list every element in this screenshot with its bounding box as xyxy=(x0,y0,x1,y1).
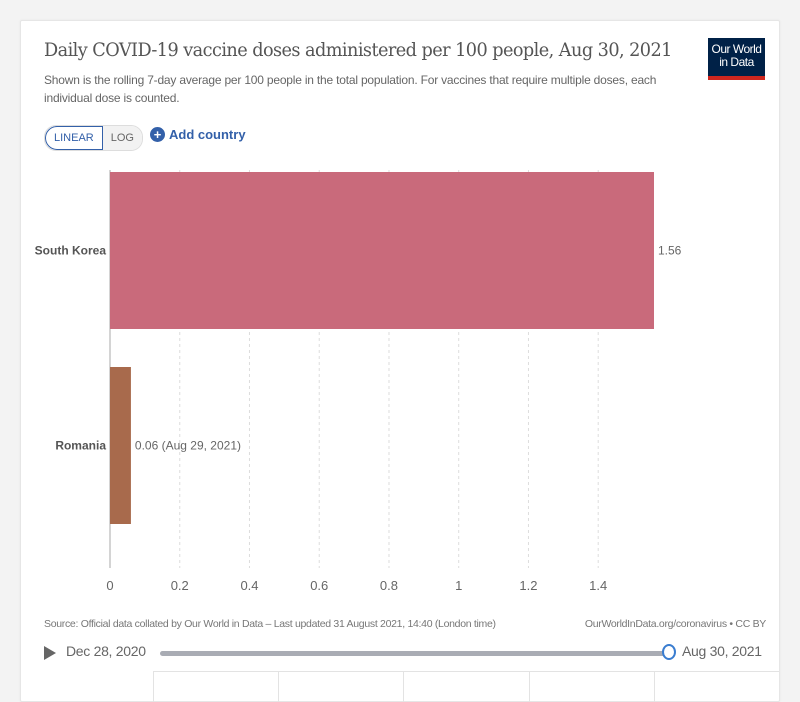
log-scale-button[interactable]: LOG xyxy=(102,126,142,150)
x-tick-label: 1.4 xyxy=(589,578,607,593)
x-tick-label: 0.2 xyxy=(171,578,189,593)
timeline-handle[interactable] xyxy=(662,644,676,660)
chart-card: Daily COVID-19 vaccine doses administere… xyxy=(20,20,780,702)
value-label: 0.06 (Aug 29, 2021) xyxy=(135,439,241,453)
scale-toggle: LINEAR LOG xyxy=(44,125,143,151)
plus-circle-icon: + xyxy=(150,127,165,142)
x-tick-label: 0.6 xyxy=(310,578,328,593)
owid-logo[interactable]: Our World in Data xyxy=(708,38,765,80)
source-note: Source: Official data collated by Our Wo… xyxy=(44,618,496,630)
timeline-end-label: Aug 30, 2021 xyxy=(682,643,762,659)
x-tick-label: 0 xyxy=(106,578,113,593)
x-tick-label: 1.2 xyxy=(519,578,537,593)
timeline-track[interactable] xyxy=(160,651,672,656)
tab[interactable] xyxy=(403,672,528,702)
timeline-start-label: Dec 28, 2020 xyxy=(66,643,146,659)
chart-footer: Source: Official data collated by Our Wo… xyxy=(44,618,766,630)
category-label: Romania xyxy=(55,439,106,453)
chart-title: Daily COVID-19 vaccine doses administere… xyxy=(44,39,672,61)
tab[interactable] xyxy=(278,672,403,702)
category-label: South Korea xyxy=(35,244,107,258)
tab[interactable] xyxy=(653,672,779,702)
value-label: 1.56 xyxy=(658,244,682,258)
play-icon[interactable] xyxy=(44,646,56,660)
tab[interactable] xyxy=(528,672,654,702)
tab[interactable] xyxy=(153,672,278,702)
chart-subtitle: Shown is the rolling 7-day average per 1… xyxy=(44,73,657,105)
logo-line-1: Our World xyxy=(711,42,762,56)
linear-scale-button[interactable]: LINEAR xyxy=(45,126,103,150)
x-tick-label: 0.4 xyxy=(240,578,258,593)
add-country-label: Add country xyxy=(169,127,246,142)
x-tick-label: 1 xyxy=(455,578,462,593)
add-country-button[interactable]: + Add country xyxy=(150,127,246,142)
bar-chart: 0 0.2 0.4 0.6 0.8 1 1.2 1.4 South Korea 1.56 Roman… xyxy=(35,170,682,593)
bar[interactable] xyxy=(110,367,131,524)
bar[interactable] xyxy=(110,172,654,329)
license-link[interactable]: OurWorldInData.org/coronavirus • CC BY xyxy=(584,618,766,630)
timeline: Dec 28, 2020 Aug 30, 2021 xyxy=(44,641,766,665)
logo-line-2: in Data xyxy=(719,55,754,69)
x-tick-label: 0.8 xyxy=(380,578,398,593)
